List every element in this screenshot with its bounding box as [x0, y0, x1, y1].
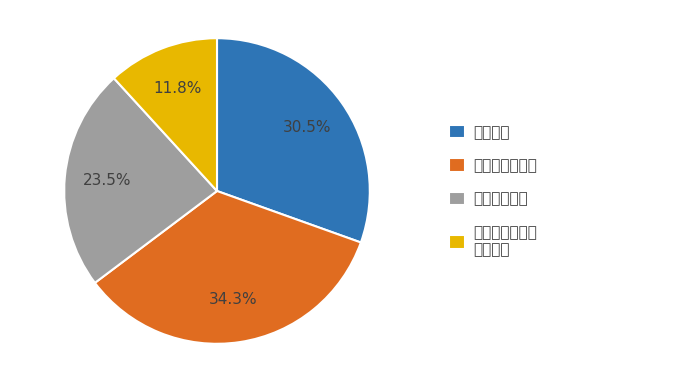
Wedge shape: [95, 191, 361, 344]
Legend: よく使う, 使うこともある, 全く使わない, パソコンを持っ
ていない: よく使う, 使うこともある, 全く使わない, パソコンを持っ ていない: [442, 117, 545, 265]
Wedge shape: [114, 38, 217, 191]
Text: 34.3%: 34.3%: [209, 292, 258, 307]
Text: 23.5%: 23.5%: [83, 173, 132, 188]
Text: 11.8%: 11.8%: [153, 81, 202, 96]
Wedge shape: [217, 38, 370, 243]
Wedge shape: [64, 78, 217, 283]
Text: 30.5%: 30.5%: [283, 120, 331, 135]
